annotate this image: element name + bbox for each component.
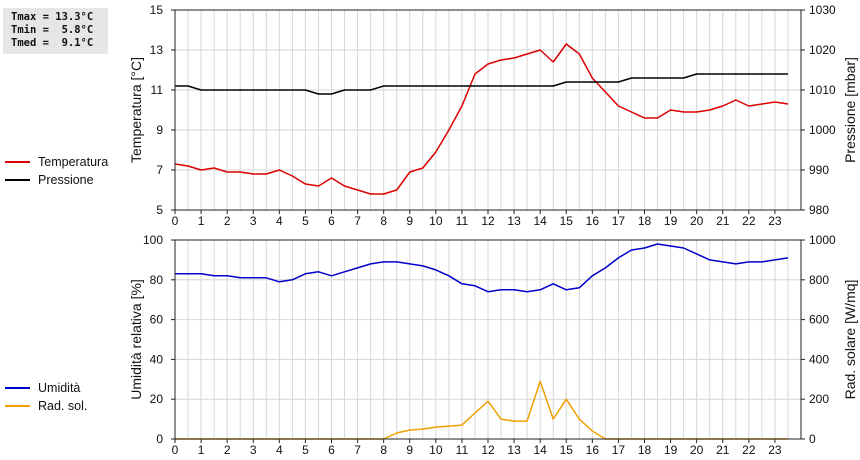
- temp-y-tick-label: 9: [156, 123, 163, 137]
- temp-x-tick-label: 3: [250, 214, 257, 228]
- hum-y-tick-label: 100: [143, 233, 163, 247]
- hum-x-tick-label: 4: [276, 443, 283, 457]
- hum-x-tick-label: 15: [560, 443, 574, 457]
- hum-x-tick-label: 22: [742, 443, 756, 457]
- temp-y-tick-label: 13: [150, 43, 164, 57]
- hum-x-tick-label: 3: [250, 443, 257, 457]
- hum-y-tick-label: 40: [150, 352, 164, 366]
- hum-y-tick-label: 80: [150, 273, 164, 287]
- hum-y2-tick-label: 0: [809, 432, 816, 446]
- hum-y-tick-label: 0: [156, 432, 163, 446]
- temp-x-tick-label: 19: [664, 214, 678, 228]
- temp-y2-tick-label: 1020: [809, 43, 836, 57]
- temp-y2-tick-label: 1030: [809, 3, 836, 17]
- hum-x-tick-label: 19: [664, 443, 678, 457]
- hum-y2-tick-label: 1000: [809, 233, 836, 247]
- hum-ylabel: Umidità relativa [%]: [128, 279, 144, 400]
- temp-x-tick-label: 12: [481, 214, 495, 228]
- temp-y2-tick-label: 1000: [809, 123, 836, 137]
- hum-x-tick-label: 16: [586, 443, 600, 457]
- hum-legend-label: Umidità: [38, 381, 80, 395]
- temp-legend-label: Temperatura: [38, 155, 108, 169]
- temp-x-tick-label: 15: [560, 214, 574, 228]
- temp-x-tick-label: 18: [638, 214, 652, 228]
- tmax-text: Tmax = 13.3°C: [11, 11, 94, 23]
- temp-y-tick-label: 7: [156, 163, 163, 177]
- hum-x-tick-label: 7: [354, 443, 361, 457]
- hum-x-tick-label: 10: [429, 443, 443, 457]
- hum-y2-tick-label: 800: [809, 273, 829, 287]
- hum-series-primary-line: [175, 243, 789, 293]
- hum-x-tick-label: 21: [716, 443, 730, 457]
- hum-y2-tick-label: 400: [809, 352, 829, 366]
- temp-x-tick-label: 2: [224, 214, 231, 228]
- hum-x-tick-label: 20: [690, 443, 704, 457]
- temp-y-tick-label: 5: [156, 203, 163, 217]
- hum-x-tick-label: 9: [406, 443, 413, 457]
- hum-panel: 0 1 2 3 4 5 6 7 8 9 10 11 12 13 14 15 16 17 18 19 20 21 22 2302…: [5, 233, 858, 457]
- tmin-text: Tmin = 5.8°C: [11, 24, 94, 36]
- hum-x-tick-label: 23: [768, 443, 782, 457]
- hum-x-tick-label: 2: [224, 443, 231, 457]
- temp-x-tick-label: 5: [302, 214, 309, 228]
- temp-y-tick-label: 15: [150, 3, 164, 17]
- stats-box: Tmax = 13.3°C Tmin = 5.8°C Tmed = 9.1°C: [3, 8, 108, 54]
- temp-panel: 0 1 2 3 4 5 6 7 8 9 10 11 12 13 14 15 16 17 18 19 20 21 22 2357…: [5, 3, 858, 228]
- hum-x-tick-label: 11: [456, 443, 469, 457]
- hum-x-tick-label: 0: [172, 443, 179, 457]
- temp-x-tick-label: 11: [456, 214, 469, 228]
- temp-y2-tick-label: 980: [809, 203, 829, 217]
- temp-y2-tick-label: 1010: [809, 83, 836, 97]
- hum-x-tick-label: 13: [507, 443, 521, 457]
- temp-x-tick-label: 13: [507, 214, 521, 228]
- hum-x-tick-label: 12: [481, 443, 495, 457]
- temp-y-tick-label: 11: [151, 83, 164, 97]
- temp-x-tick-label: 16: [586, 214, 600, 228]
- hum-x-tick-label: 18: [638, 443, 652, 457]
- hum-x-tick-label: 6: [328, 443, 335, 457]
- temp-x-tick-label: 6: [328, 214, 335, 228]
- temp-x-tick-label: 14: [533, 214, 547, 228]
- hum-x-tick-label: 5: [302, 443, 309, 457]
- temp-x-tick-label: 1: [198, 214, 205, 228]
- hum-y2label: Rad. solare [W/mq]: [842, 280, 858, 400]
- temp-x-tick-label: 7: [354, 214, 361, 228]
- hum-y-tick-label: 60: [150, 313, 164, 327]
- hum-y2-tick-label: 600: [809, 313, 829, 327]
- temp-x-tick-label: 23: [768, 214, 782, 228]
- hum-x-tick-label: 14: [533, 443, 547, 457]
- hum-y2-tick-label: 200: [809, 392, 829, 406]
- hum-y-tick-label: 20: [150, 392, 164, 406]
- temp-x-tick-label: 20: [690, 214, 704, 228]
- hum-x-tick-label: 17: [612, 443, 626, 457]
- hum-x-tick-label: 8: [380, 443, 387, 457]
- temp-y2-tick-label: 990: [809, 163, 829, 177]
- temp-x-tick-label: 9: [406, 214, 413, 228]
- temp-legend-label: Pressione: [38, 173, 94, 187]
- hum-legend-label: Rad. sol.: [38, 399, 87, 413]
- temp-x-tick-label: 4: [276, 214, 283, 228]
- temp-x-tick-label: 17: [612, 214, 626, 228]
- temp-x-tick-label: 8: [380, 214, 387, 228]
- temp-series-primary-line: [174, 43, 789, 195]
- tmed-text: Tmed = 9.1°C: [11, 37, 94, 49]
- temp-x-tick-label: 0: [172, 214, 179, 228]
- hum-x-tick-label: 1: [198, 443, 205, 457]
- temp-x-tick-label: 10: [429, 214, 443, 228]
- temp-series-secondary-line: [175, 73, 788, 95]
- temp-ylabel: Temperatura [°C]: [128, 57, 144, 163]
- temp-x-tick-label: 22: [742, 214, 756, 228]
- temp-x-tick-label: 21: [716, 214, 730, 228]
- temp-y2label: Pressione [mbar]: [842, 57, 858, 163]
